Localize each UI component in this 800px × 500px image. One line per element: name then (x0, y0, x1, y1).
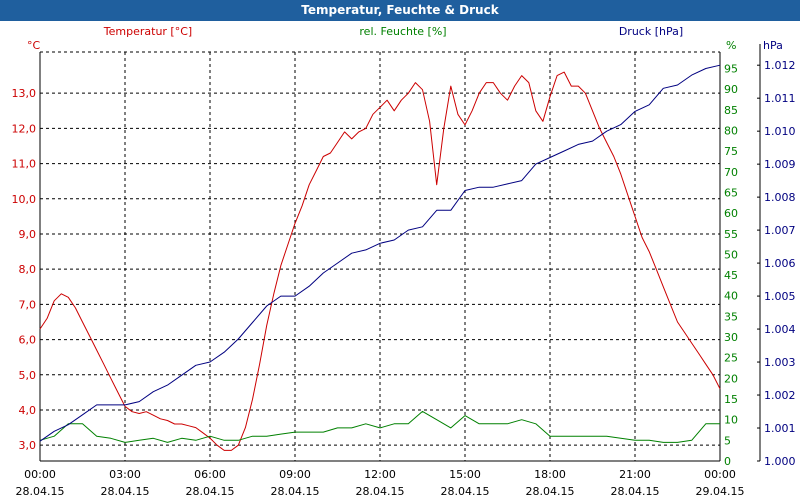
pressure-tick-label: 1.007 (764, 224, 796, 237)
x-tick-time: 12:00 (364, 468, 396, 481)
temperature-tick-label: 8,0 (19, 263, 37, 276)
series-line-pressure (39, 64, 721, 442)
humidity-tick-label: 15 (724, 393, 738, 406)
humidity-tick-label: 10 (724, 414, 738, 427)
humidity-tick-label: 85 (724, 104, 738, 117)
pressure-unit: hPa (763, 39, 783, 52)
pressure-tick-label: 1.004 (764, 323, 796, 336)
temperature-unit: °C (27, 39, 41, 52)
chart-title: Temperatur, Feuchte & Druck (0, 0, 800, 21)
x-tick-time: 03:00 (109, 468, 141, 481)
temperature-tick-label: 5,0 (19, 369, 37, 382)
x-tick-date: 28.04.15 (356, 485, 405, 498)
humidity-tick-label: 40 (724, 290, 738, 303)
humidity-tick-label: 25 (724, 352, 738, 365)
pressure-axis-label: Druck [hPa] (619, 25, 683, 38)
temperature-tick-label: 13,0 (12, 87, 37, 100)
temperature-axis: 3,0 4,0 5,0 6,0 7,0 8,0 9,0 10,0 11,0 12,0 13,0 (12, 87, 37, 452)
pressure-tick-label: 1.000 (764, 455, 796, 468)
pressure-tick-label: 1.009 (764, 158, 796, 171)
temperature-axis-label: Temperatur [°C] (103, 25, 192, 38)
temperature-tick-label: 4,0 (19, 404, 37, 417)
pressure-tick-label: 1.010 (764, 125, 796, 138)
x-tick-time: 06:00 (194, 468, 226, 481)
temperature-tick-label: 7,0 (19, 298, 37, 311)
x-tick-date: 28.04.15 (611, 485, 660, 498)
pressure-tick-label: 1.006 (764, 257, 796, 270)
humidity-tick-label: 70 (724, 166, 738, 179)
pressure-tick-label: 1.008 (764, 191, 796, 204)
axis-labels: °C Temperatur [°C] rel. Feuchte [%]% Druck … (27, 25, 783, 52)
series-layer (39, 64, 721, 451)
temperature-tick-label: 9,0 (19, 228, 37, 241)
humidity-axis-label: rel. Feuchte [%] (359, 25, 446, 38)
x-tick-date: 28.04.15 (441, 485, 490, 498)
x-tick-date: 28.04.15 (271, 485, 320, 498)
pressure-tick-label: 1.002 (764, 389, 796, 402)
x-tick-date: 28.04.15 (101, 485, 150, 498)
pressure-tick-label: 1.011 (764, 92, 796, 105)
x-tick-time: 00:00 (24, 468, 56, 481)
pressure-tick-label: 1.005 (764, 290, 796, 303)
x-tick-time: 09:00 (279, 468, 311, 481)
time-axis: 00:00 28.04.15 03:00 28.04.15 06:00 28.04.15 0… (16, 468, 745, 498)
x-tick-date: 28.04.15 (16, 485, 65, 498)
pressure-axis: 1.000 1.001 1.002 1.003 1.004 1.005 1.006 1.007… (757, 59, 796, 468)
humidity-tick-label: 20 (724, 372, 738, 385)
humidity-axis: 0 5 10 15 20 25 30 35 40 45 50 55 60 65 70 75 80 85 90 95 (724, 63, 738, 468)
pressure-tick-label: 1.003 (764, 356, 796, 369)
x-tick-time: 15:00 (449, 468, 481, 481)
humidity-tick-label: 55 (724, 228, 738, 241)
temperature-tick-label: 12,0 (12, 122, 37, 135)
plot-frame (39, 44, 761, 462)
humidity-tick-label: 75 (724, 145, 738, 158)
humidity-tick-label: 95 (724, 63, 738, 76)
humidity-tick-label: 90 (724, 83, 738, 96)
x-tick-time: 00:00 (704, 468, 736, 481)
temperature-tick-label: 6,0 (19, 334, 37, 347)
humidity-tick-label: 35 (724, 310, 738, 323)
x-tick-date: 28.04.15 (186, 485, 235, 498)
temperature-tick-label: 3,0 (19, 439, 37, 452)
x-tick-time: 21:00 (619, 468, 651, 481)
series-line-humidity (39, 410, 720, 443)
humidity-tick-label: 50 (724, 248, 738, 261)
humidity-tick-label: 30 (724, 331, 738, 344)
pressure-tick-label: 1.001 (764, 422, 796, 435)
series-line-temperature (39, 71, 721, 451)
x-tick-date: 28.04.15 (526, 485, 575, 498)
humidity-tick-label: 80 (724, 124, 738, 137)
humidity-tick-label: 60 (724, 207, 738, 220)
grid-lines (39, 51, 721, 461)
humidity-tick-label: 0 (724, 455, 731, 468)
x-tick-time: 18:00 (534, 468, 566, 481)
humidity-tick-label: 65 (724, 186, 738, 199)
humidity-tick-label: 5 (724, 434, 731, 447)
humidity-tick-label: 45 (724, 269, 738, 282)
humidity-unit: % (726, 39, 736, 52)
pressure-tick-label: 1.012 (764, 59, 796, 72)
temperature-tick-label: 10,0 (12, 193, 37, 206)
x-tick-date: 29.04.15 (696, 485, 745, 498)
temperature-tick-label: 11,0 (12, 158, 37, 171)
